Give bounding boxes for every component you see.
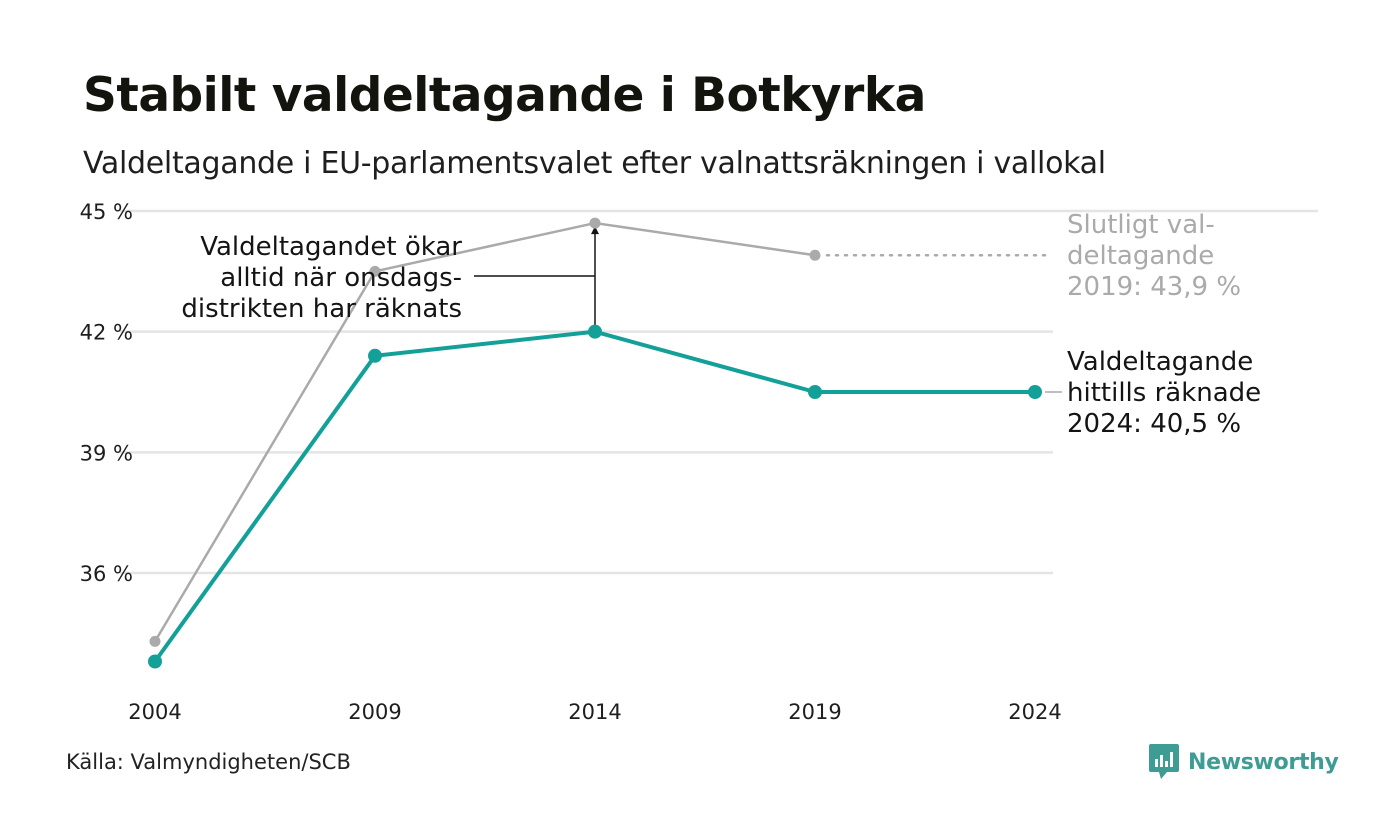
y-tick-label: 42 % xyxy=(80,321,133,345)
data-point-counted xyxy=(368,348,382,363)
data-point-counted xyxy=(808,385,822,399)
data-point-counted xyxy=(1028,385,1042,399)
brand-logo: Newsworthy xyxy=(1149,744,1339,780)
gap-note-line: Valdeltagandet ökar xyxy=(200,232,462,262)
data-point-final xyxy=(589,217,601,229)
gap-note: Valdeltagandet ökar alltid när onsdags-di… xyxy=(181,232,462,324)
data-point-final xyxy=(809,249,821,261)
newsworthy-logo-icon xyxy=(1149,744,1179,779)
x-tick-label: 2014 xyxy=(568,700,621,724)
line-chart: 36 % 39 % 42 % 45 % 2004 2009 2014 2019 2024 Vald… xyxy=(80,200,1318,724)
y-tick-label: 45 % xyxy=(80,200,133,224)
y-tick-label: 36 % xyxy=(80,562,133,586)
brand-name: Newsworthy xyxy=(1188,749,1339,775)
final-label-line: Slutligt val- xyxy=(1067,210,1215,240)
counted-label: Valdeltagande hittills räknade 2024: 40,5 … xyxy=(1067,347,1261,439)
data-point-final xyxy=(369,265,381,277)
final-label-line: deltagande xyxy=(1067,241,1214,271)
chart-title: Stabilt valdeltagande i Botkyrka xyxy=(83,68,926,123)
gap-note-line: distrikten har räknats xyxy=(181,294,462,324)
data-point-counted xyxy=(588,324,602,339)
source-note: Källa: Valmyndigheten/SCB xyxy=(66,750,351,774)
final-label-line: 2019: 43,9 % xyxy=(1067,272,1241,302)
x-tick-label: 2019 xyxy=(788,700,841,724)
data-point-counted xyxy=(148,654,162,669)
final-label: Slutligt val-deltagande 2019: 43,9 % xyxy=(1067,210,1241,302)
data-point-final xyxy=(149,635,161,647)
counted-label-line: Valdeltagande xyxy=(1067,347,1253,377)
series-line-counted xyxy=(153,329,1035,663)
gap-arrow-head xyxy=(591,226,599,235)
counted-label-line: hittills räknade xyxy=(1067,378,1261,408)
x-tick-label: 2024 xyxy=(1008,700,1061,724)
gap-note-line: alltid när onsdags- xyxy=(220,263,462,293)
counted-label-line: 2024: 40,5 % xyxy=(1067,409,1241,439)
series-line-final xyxy=(153,221,816,643)
x-tick-label: 2009 xyxy=(348,700,401,724)
chart-subtitle: Valdeltagande i EU-parlamentsvalet efter… xyxy=(83,146,1106,181)
x-tick-label: 2004 xyxy=(128,700,181,724)
y-tick-label: 39 % xyxy=(80,441,133,465)
